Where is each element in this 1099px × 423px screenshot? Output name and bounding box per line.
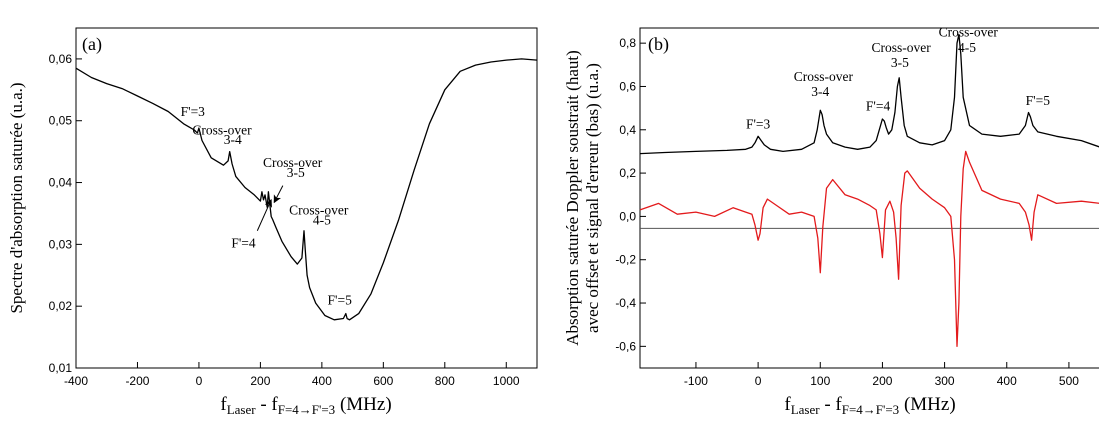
b-y-tick-label: 0,6 [619,79,636,93]
y-axis-label-a: Spectre d'absorption saturée (u.a.) [7,82,26,313]
panel-label-a: (a) [82,34,102,55]
a-annotation: F'=3 [181,104,206,119]
y-axis-label-b-line2: avec offset et signal d'erreur (bas) (u.… [583,63,602,333]
a-annotation: Cross-over [289,203,349,218]
b-y-tick-label: 0,4 [619,123,636,137]
b-y-tick-label: -0,4 [615,296,636,310]
a-x-tick-label: -200 [125,374,149,388]
b-x-tick-label: 300 [935,374,955,388]
chart-panel-a: -400 -200 0 200 400 600 800 1000 0,01 0,02 0,03 0,0… [7,27,538,417]
x-axis-label-a: fLaser - fF=4→F'=3 (MHz) [220,394,391,417]
b-x-tick-label: 500 [1059,374,1079,388]
a-x-tick-label: 0 [196,374,203,388]
series-line-a [75,58,538,321]
a-x-tick-label: -400 [64,374,88,388]
b-annotation: F'=3 [746,117,771,132]
panel-label-b: (b) [648,34,669,55]
series-line-b-absorption [639,33,1099,155]
b-x-tick-label: 400 [997,374,1017,388]
b-x-tick-label: 0 [755,374,762,388]
plot-frame-b [639,27,1099,369]
a-y-tick-label: 0,03 [49,237,73,251]
a-x-tick-label: 800 [435,374,455,388]
chart-panel-b: -100 0 100 200 300 400 500 -0,6 -0,4 -0,2 0,0 0,2 0,… [563,25,1099,417]
b-y-tick-label: 0,2 [619,166,636,180]
b-annotation: Cross-over [794,69,854,84]
b-annotation: 4-5 [958,40,976,55]
a-y-tick-label: 0,06 [49,52,73,66]
plot-frame-a [75,27,538,369]
a-arrow [273,185,284,204]
b-annotation: 3-5 [891,55,909,70]
a-annotation: Cross-over [192,122,252,137]
annotations-a: F'=3Cross-over3-4Cross-over3-5F'=4Cross-… [181,104,352,308]
b-x-tick-label: -100 [684,374,708,388]
a-annotation: F'=5 [328,292,353,307]
b-annotation: F'=4 [866,98,891,113]
a-annotation: 3-5 [287,165,305,180]
a-annotation: 3-4 [224,132,242,147]
b-annotation: F'=5 [1026,93,1051,108]
b-y-tick-label: 0,0 [619,209,636,223]
b-y-tick-label: 0,8 [619,36,636,50]
axis-ticks-a: -400 -200 0 200 400 600 800 1000 0,01 0,02 0,03 0,0… [49,52,520,388]
annotations-b: F'=3Cross-over3-4F'=4Cross-over3-5Cross-… [746,25,1050,132]
series-line-b-error-signal [639,150,1099,347]
a-arrow [256,198,272,231]
b-annotation: Cross-over [871,40,931,55]
a-x-tick-label: 1000 [493,374,520,388]
a-annotation: F'=4 [231,235,256,250]
b-annotation: 3-4 [811,84,829,99]
a-y-tick-label: 0,04 [49,176,73,190]
y-axis-label-b-line1: Absorption saturée Doppler soustrait (ha… [563,50,582,346]
a-y-tick-label: 0,02 [49,299,73,313]
a-x-tick-label: 200 [250,374,270,388]
a-annotation: 4-5 [313,213,331,228]
a-x-tick-label: 600 [373,374,393,388]
b-x-tick-label: 200 [872,374,892,388]
a-y-tick-label: 0,01 [49,361,73,375]
x-axis-label-b: fLaser - fF=4→F'=3 (MHz) [784,394,955,417]
b-y-tick-label: -0,2 [615,253,636,267]
a-y-tick-label: 0,05 [49,114,73,128]
b-annotation: Cross-over [939,25,999,40]
a-annotation: Cross-over [263,155,323,170]
b-x-tick-label: 100 [810,374,830,388]
a-x-tick-label: 400 [312,374,332,388]
axis-ticks-b: -100 0 100 200 300 400 500 -0,6 -0,4 -0,2 0,0 0,2 0,… [615,36,1079,388]
b-y-tick-label: -0,6 [615,339,636,353]
